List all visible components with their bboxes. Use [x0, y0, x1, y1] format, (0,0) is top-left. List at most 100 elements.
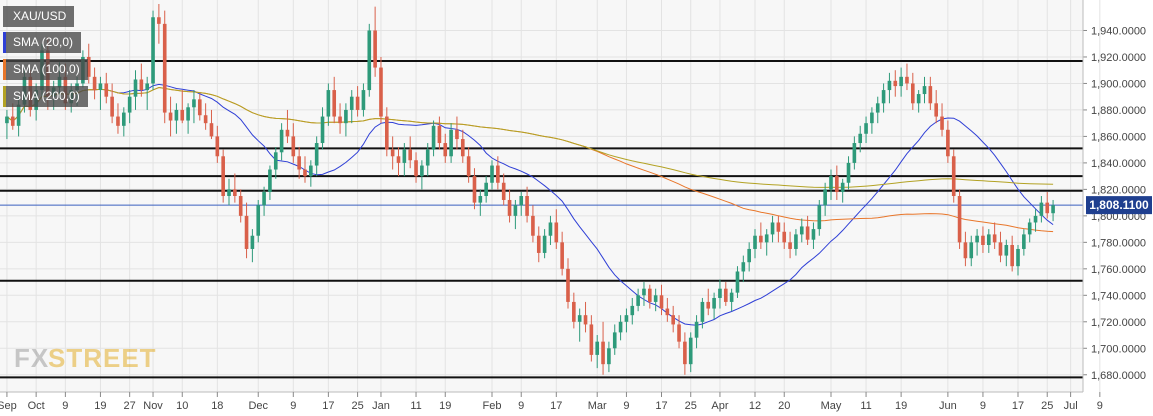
candle-body [133, 79, 138, 97]
candle-body [291, 136, 296, 157]
candle-up [688, 332, 693, 373]
candle-down [168, 96, 173, 137]
candle-body [794, 234, 798, 249]
candle-up [1022, 229, 1026, 256]
candle-up [986, 229, 991, 253]
candle-body [601, 341, 605, 365]
candle-body [139, 79, 144, 91]
candle-body [881, 90, 886, 104]
candle-down [572, 292, 576, 329]
candle-up [420, 160, 424, 190]
candle-down [647, 284, 652, 309]
sma-200-line [6, 86, 1054, 188]
candle-body [443, 143, 448, 157]
legend-sma-20[interactable]: SMA (20,0) [3, 32, 82, 53]
candle-up [262, 186, 266, 216]
candle-body [192, 99, 196, 108]
candle-down [460, 129, 465, 163]
candle-body [671, 315, 676, 325]
candle-body [349, 96, 354, 110]
candle-body [507, 199, 512, 216]
legend-sma-200[interactable]: SMA (200,0) [3, 86, 88, 107]
logo-fx: FX [14, 343, 49, 373]
candle-up [817, 199, 822, 236]
candle-down [472, 168, 477, 210]
candle-body [92, 76, 97, 91]
candle-up [250, 229, 255, 263]
candle-body [823, 189, 827, 206]
candle-body [121, 112, 126, 126]
candle-body [688, 337, 693, 365]
candle-body [770, 222, 775, 235]
candle-body [595, 341, 600, 355]
x-tick-label: 9 [290, 400, 296, 412]
candle-body [332, 90, 337, 117]
candle-up [881, 83, 886, 113]
candles [5, 4, 1055, 375]
sma-20-line [6, 83, 1054, 326]
candle-up [653, 288, 658, 312]
x-tick-label: Jun [939, 400, 957, 412]
candle-body [910, 83, 915, 104]
candle-body [227, 189, 231, 196]
candle-down [957, 189, 962, 249]
candle-up [314, 136, 319, 177]
legend-sma-100[interactable]: SMA (100,0) [3, 59, 88, 80]
candle-body [104, 83, 109, 97]
candle-down [560, 231, 564, 276]
candle-body [981, 235, 985, 245]
candle-down [501, 173, 506, 206]
candle-down [238, 189, 243, 223]
x-tick-label: 9 [623, 400, 629, 412]
candle-down [10, 103, 15, 130]
candle-body [934, 103, 939, 117]
candle-down [835, 165, 839, 200]
candle-up [799, 218, 804, 243]
candle-up [747, 242, 751, 272]
sma-100-label: SMA (100,0) [13, 62, 80, 76]
candle-up [618, 315, 623, 341]
candle-down [157, 4, 161, 44]
candle-down [981, 226, 985, 253]
candle-body [1051, 205, 1055, 214]
candle-up [922, 76, 927, 104]
candle-up [5, 109, 9, 140]
candle-body [455, 129, 459, 140]
candle-body [776, 222, 781, 232]
candle-down [554, 209, 559, 249]
candle-body [355, 96, 360, 110]
candle-up [694, 315, 699, 349]
candle-body [215, 136, 220, 157]
symbol-text: XAU/USD [13, 9, 67, 23]
candle-down [338, 103, 342, 134]
candle-body [250, 235, 255, 249]
sma-lines [6, 83, 1054, 326]
candle-body [460, 139, 465, 157]
candle-down [180, 90, 185, 124]
candle-body [957, 196, 962, 243]
candle-body [1004, 244, 1009, 256]
candle-body [437, 125, 442, 144]
candle-body [870, 112, 874, 124]
candle-up [753, 229, 757, 259]
x-tick-label: 9 [518, 400, 524, 412]
candle-body [589, 324, 594, 355]
candle-body [548, 222, 553, 236]
candle-down [928, 76, 933, 110]
candle-body [203, 115, 208, 124]
candle-body [1022, 234, 1026, 249]
candle-body [1027, 222, 1032, 235]
candle-down [209, 109, 214, 140]
candle-body [367, 30, 372, 91]
candle-up [309, 160, 313, 187]
candle-body [338, 116, 342, 124]
x-tick-label: Dec [248, 400, 268, 412]
candle-down [566, 258, 570, 309]
candle-body [361, 90, 366, 110]
candle-body [157, 17, 161, 24]
x-tick-label: 9 [1097, 400, 1103, 412]
candle-body [986, 234, 991, 245]
candle-body [221, 156, 225, 196]
candle-up [1033, 209, 1038, 232]
